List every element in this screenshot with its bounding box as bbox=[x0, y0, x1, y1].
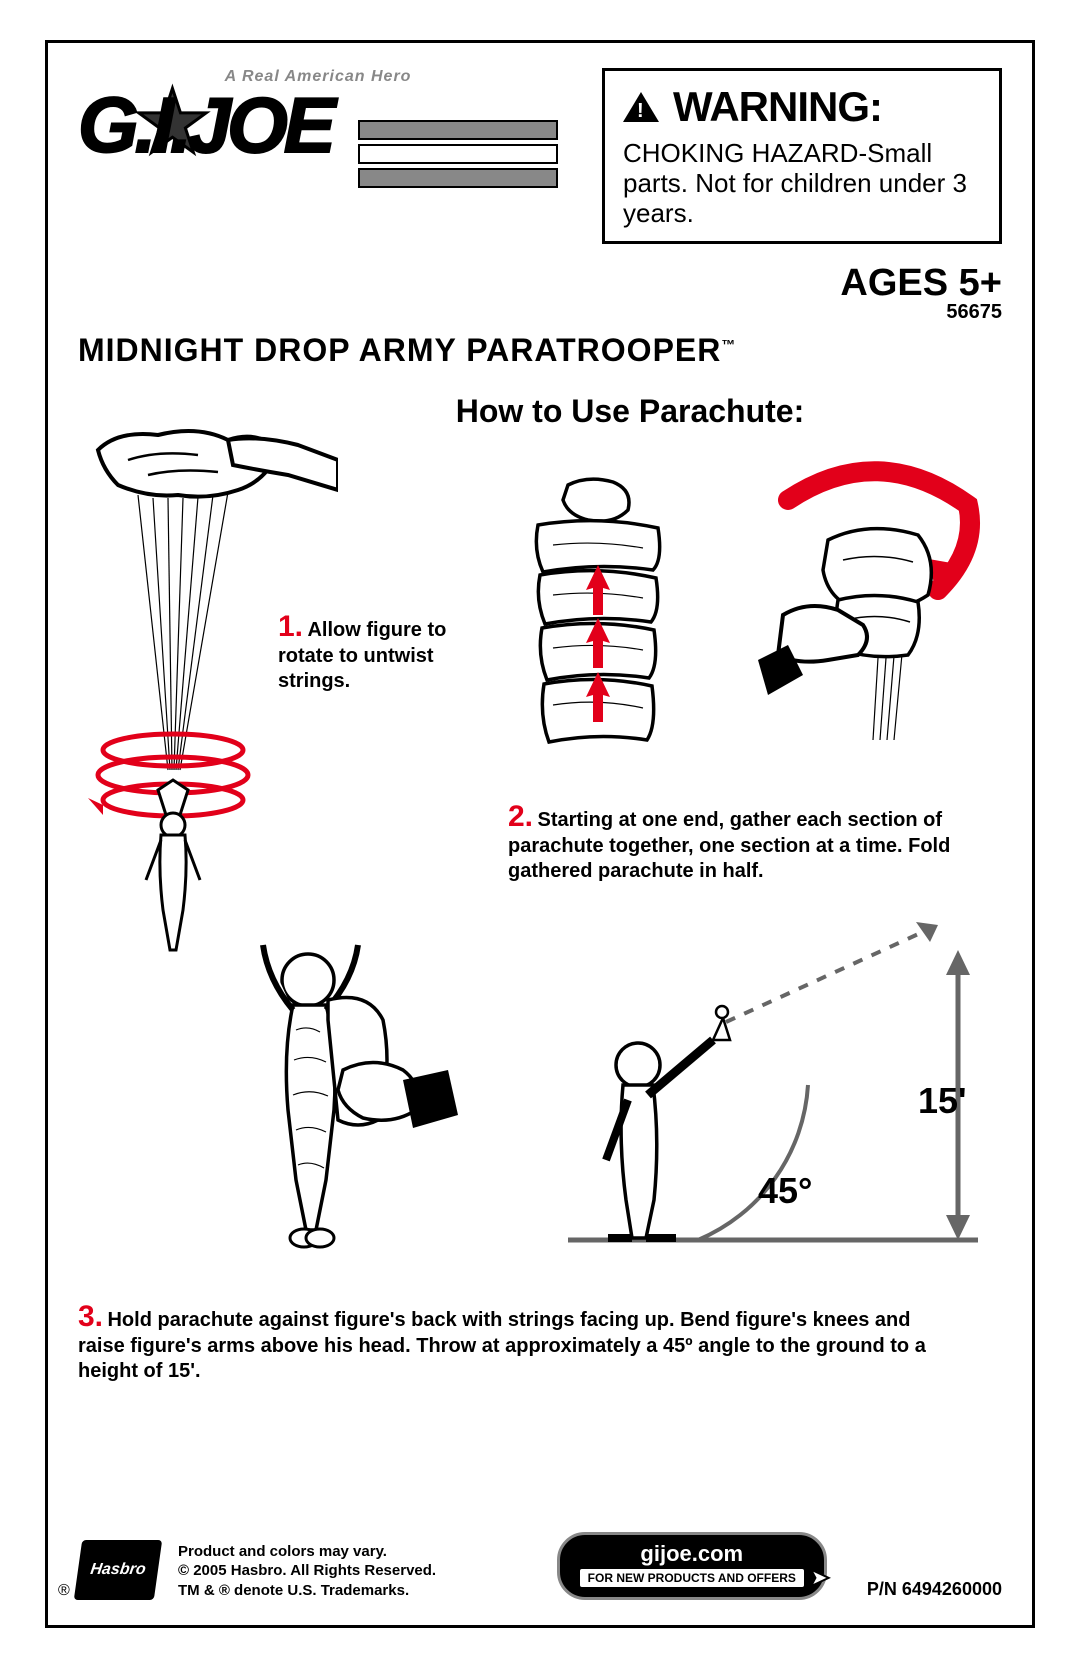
footer: Hasbro Product and colors may vary. © 20… bbox=[78, 1532, 1002, 1600]
hasbro-logo-icon: Hasbro bbox=[74, 1540, 162, 1600]
website-url: gijoe.com bbox=[580, 1541, 804, 1567]
warning-triangle-icon bbox=[623, 92, 659, 122]
step2-fold-illustration bbox=[728, 460, 1008, 780]
step2-block: 2. Starting at one end, gather each sect… bbox=[508, 800, 988, 884]
step3-block: 3. Hold parachute against figure's back … bbox=[78, 1300, 958, 1384]
step3-hold-illustration bbox=[198, 930, 458, 1260]
step2-gather-illustration bbox=[478, 470, 718, 790]
registered-mark: ® bbox=[58, 1582, 70, 1600]
header: A Real American Hero ★ G.I.JOE WARNING: … bbox=[78, 68, 1002, 244]
step1-number: 1. bbox=[278, 610, 303, 643]
warning-text: CHOKING HAZARD-Small parts. Not for chil… bbox=[623, 139, 981, 229]
legal-line-1: Product and colors may vary. bbox=[178, 1542, 537, 1562]
legal-line-2: © 2005 Hasbro. All Rights Reserved. bbox=[178, 1561, 537, 1581]
step2-number: 2. bbox=[508, 800, 533, 833]
product-title: MIDNIGHT DROP ARMY PARATROOPER™ bbox=[78, 332, 1002, 369]
steps-area: 1. Allow figure to rotate to untwist str… bbox=[78, 430, 1002, 1410]
trademark-symbol: ™ bbox=[721, 336, 736, 352]
step3-text: Hold parachute against figure's back wit… bbox=[78, 1309, 926, 1382]
angle-label: 45° bbox=[758, 1170, 812, 1212]
step2-text: Starting at one end, gather each section… bbox=[508, 809, 950, 882]
warning-box: WARNING: CHOKING HAZARD-Small parts. Not… bbox=[602, 68, 1002, 244]
logo-stripes-icon bbox=[358, 120, 558, 192]
step3-number: 3. bbox=[78, 1300, 103, 1333]
logo-block: A Real American Hero ★ G.I.JOE bbox=[78, 68, 558, 210]
cursor-icon: ➤ bbox=[808, 1562, 830, 1593]
website-pill: gijoe.com FOR NEW PRODUCTS AND OFFERS ➤ bbox=[557, 1532, 827, 1600]
height-label: 15' bbox=[918, 1080, 967, 1122]
section-title: How to Use Parachute: bbox=[258, 393, 1002, 430]
step1-illustration bbox=[58, 420, 338, 980]
product-title-text: MIDNIGHT DROP ARMY PARATROOPER bbox=[78, 332, 721, 368]
legal-line-3: TM & ® denote U.S. Trademarks. bbox=[178, 1581, 537, 1601]
page-border: A Real American Hero ★ G.I.JOE WARNING: … bbox=[45, 40, 1035, 1628]
website-subtext: FOR NEW PRODUCTS AND OFFERS bbox=[580, 1569, 804, 1587]
ages-row: AGES 5+ 56675 bbox=[78, 262, 1002, 324]
legal-block: Product and colors may vary. © 2005 Hasb… bbox=[178, 1542, 537, 1601]
logo-brand-text: G.I.JOE bbox=[78, 81, 332, 169]
step1-text: Allow figure to rotate to untwist string… bbox=[278, 619, 446, 692]
warning-title: WARNING: bbox=[673, 83, 882, 131]
step1-block: 1. Allow figure to rotate to untwist str… bbox=[278, 610, 448, 694]
ages-label: AGES 5+ bbox=[78, 262, 1002, 305]
part-number: P/N 6494260000 bbox=[867, 1579, 1002, 1600]
gijoe-logo: ★ G.I.JOE bbox=[78, 80, 558, 210]
